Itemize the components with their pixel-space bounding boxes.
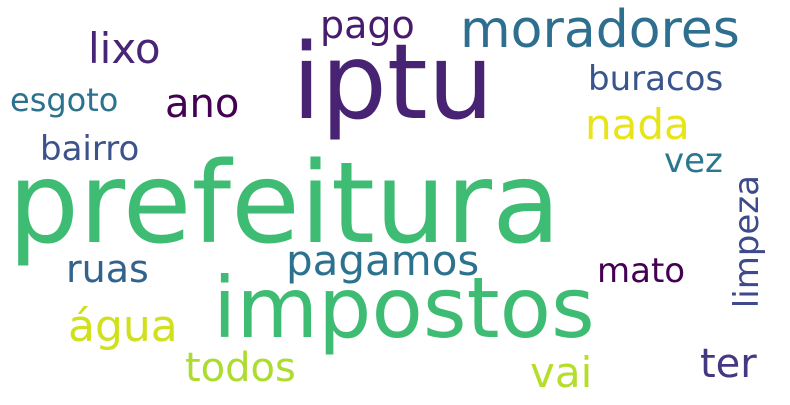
word-vai: vai [530, 348, 593, 397]
word-nada: nada [585, 100, 690, 149]
word-pagamos: pagamos [286, 236, 480, 285]
word-buracos: buracos [588, 59, 724, 99]
word-todos: todos [185, 345, 296, 391]
word-lixo: lixo [88, 24, 161, 73]
word-esgoto: esgoto [10, 81, 119, 119]
word-prefeitura: prefeitura [8, 139, 561, 269]
word-impostos: impostos [213, 259, 595, 357]
word-agua: água [68, 301, 178, 352]
word-limpeza: limpeza [727, 175, 767, 309]
word-moradores: moradores [460, 0, 740, 60]
word-mato: mato [597, 251, 686, 291]
word-bairro: bairro [40, 129, 140, 169]
word-ano: ano [165, 81, 240, 127]
word-vez: vez [664, 141, 723, 181]
word-iptu: iptu [292, 21, 494, 143]
word-ter: ter [700, 341, 757, 387]
word-ruas: ruas [66, 247, 149, 291]
word-pago: pago [320, 3, 415, 47]
